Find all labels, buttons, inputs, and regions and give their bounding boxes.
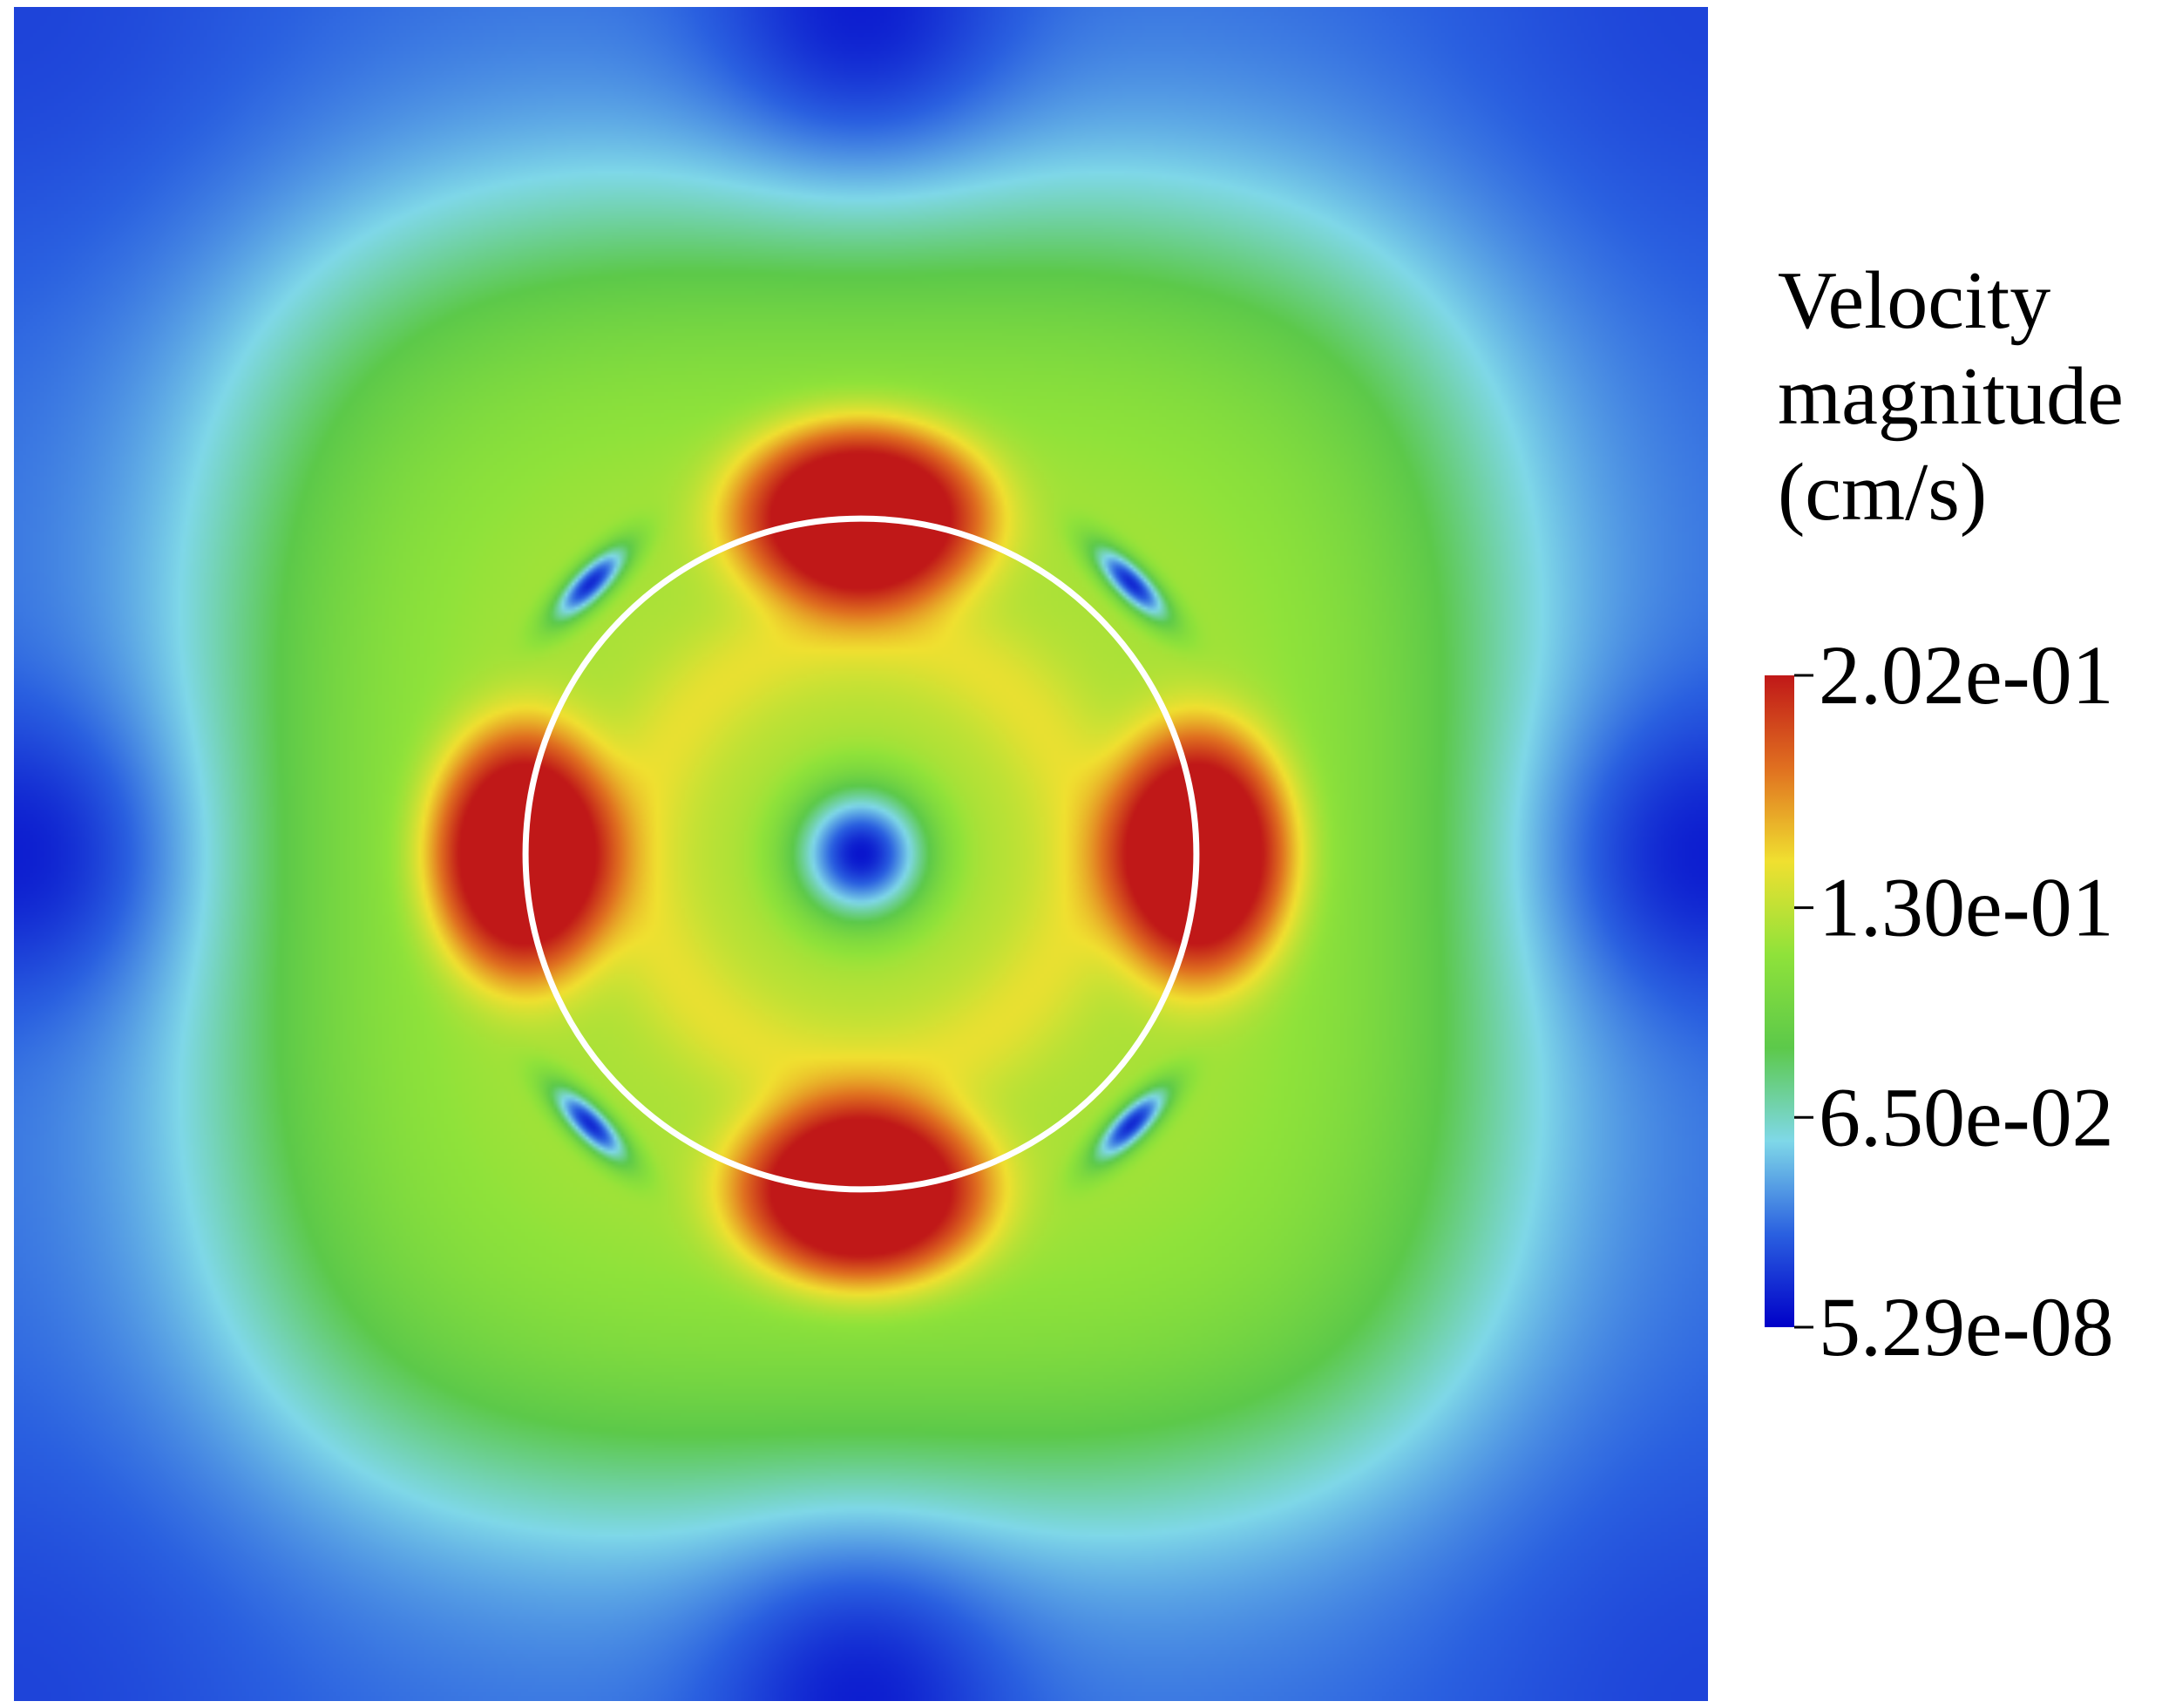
colorbar-tick-label: 6.50e-02 xyxy=(1819,1070,2114,1163)
colorbar-title-line-3: (cm/s) xyxy=(1778,447,1988,538)
colorbar-tick-label: 2.02e-01 xyxy=(1819,628,2114,722)
colorbar-tick-label: 5.29e-08 xyxy=(1819,1280,2114,1373)
colorbar xyxy=(1765,675,1794,1327)
colorbar-tick-label: 1.30e-01 xyxy=(1819,861,2114,954)
velocity-heatmap xyxy=(14,7,1708,1701)
colorbar-title-line-2: magnitude xyxy=(1778,351,2124,442)
inclusion-boundary-circle xyxy=(522,515,1200,1193)
colorbar-title-line-1: Velocity xyxy=(1778,255,2051,346)
colorbar-ticks: 2.02e-01 1.30e-01 6.50e-02 5.29e-08 xyxy=(1794,628,2114,1373)
colorbar-title: Velocity magnitude (cm/s) xyxy=(1778,253,2161,540)
